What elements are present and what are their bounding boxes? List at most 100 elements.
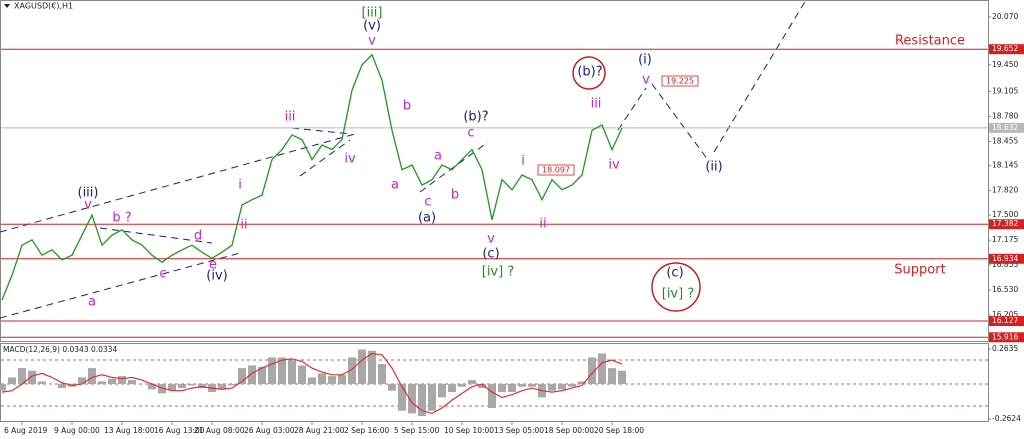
y-tick-label: 18.145: [992, 160, 1018, 169]
x-tick-label: 16 Aug 13:00: [154, 426, 205, 435]
macd-bar: [388, 384, 396, 391]
macd-bar: [58, 384, 66, 389]
macd-bar: [368, 350, 376, 385]
macd-bar: [568, 384, 576, 387]
macd-bar: [468, 380, 476, 385]
macd-bar: [348, 357, 356, 385]
wave-label: iv: [344, 152, 356, 167]
wave-label: [iv] ?: [662, 287, 694, 302]
macd-title: MACD(12,26,9) 0.0343 0.0334: [3, 345, 117, 354]
wave-label: c: [467, 126, 474, 141]
macd-bar: [458, 384, 466, 387]
y-tick-label: 16.205: [992, 310, 1018, 319]
macd-bar: [398, 384, 406, 411]
x-tick-label: 20 Sep 18:00: [594, 426, 644, 435]
menu-arrow: [4, 4, 10, 8]
price-tag-box: [537, 164, 575, 176]
level-label-box: [989, 253, 1024, 264]
y-tick-label: 18.455: [992, 137, 1018, 146]
macd-bar: [338, 374, 346, 385]
y-tick-label: 17.820: [992, 185, 1018, 194]
macd-bar: [358, 349, 366, 385]
wave-label: ii: [539, 217, 546, 232]
wave-label: (iv): [206, 269, 227, 284]
level-label: 16.934: [992, 254, 1018, 263]
macd-bar: [408, 384, 416, 414]
y-tick-label: 17.175: [992, 235, 1018, 244]
wave-label: iii: [285, 110, 296, 125]
signal-line: [1, 352, 623, 415]
macd-bar: [478, 384, 486, 389]
x-tick-label: 2 Sep 16:00: [344, 426, 390, 435]
macd-bar: [318, 373, 326, 385]
y-tick-label: 18.780: [992, 111, 1018, 120]
macd-bar: [488, 384, 496, 409]
wave-label: [iv] ?: [482, 265, 514, 280]
macd-bar: [558, 384, 566, 390]
wave-label: Resistance: [895, 34, 965, 49]
macd-bar: [18, 368, 26, 385]
wave-label: b ?: [112, 211, 131, 226]
wave-label: b: [403, 99, 411, 114]
wave-label: v: [368, 34, 376, 49]
wave-label: v: [84, 198, 92, 213]
wave-label: (b)?: [577, 65, 602, 80]
macd-bar: [78, 377, 86, 385]
y-tick-label: 0.2635: [992, 344, 1018, 353]
macd-bar: [108, 378, 116, 385]
wave-label: (c): [482, 247, 499, 262]
price-tag: 19.225: [666, 77, 694, 86]
y-tick-label: -0.2624: [992, 414, 1021, 423]
level-label-box: [989, 219, 1024, 230]
macd-bar: [578, 381, 586, 385]
macd-bar: [278, 357, 286, 385]
macd-bar: [218, 384, 226, 390]
macd-bar: [188, 384, 196, 386]
wave-label: a: [434, 149, 442, 164]
wave-label: ii: [240, 218, 247, 233]
macd-bar: [308, 377, 316, 385]
x-tick-label: 5 Sep 15:00: [394, 426, 440, 435]
level-label-box: [989, 316, 1024, 327]
price-line: [1, 53, 623, 301]
macd-bar: [88, 368, 96, 385]
macd-bar: [328, 376, 336, 385]
macd-bar: [518, 384, 526, 387]
wave-label: (i): [638, 53, 652, 68]
wave-label: Support: [894, 263, 945, 278]
level-label-box: [989, 44, 1024, 55]
macd-bar: [98, 381, 106, 385]
level-label: 17.382: [992, 219, 1018, 228]
x-tick-label: 13 Aug 18:00: [104, 426, 155, 435]
wave-label: (b)?: [463, 110, 488, 125]
macd-bar: [238, 368, 246, 385]
x-tick-label: 28 Aug 21:00: [294, 426, 345, 435]
price-frame: [0, 0, 989, 342]
x-tick-label: 6 Aug 2019: [4, 426, 47, 435]
price-tag: 18.097: [542, 166, 570, 175]
macd-bar: [508, 384, 516, 393]
macd-bar: [428, 384, 436, 411]
level-label-box: [989, 332, 1024, 343]
macd-bar: [28, 370, 36, 385]
wave-label: v: [487, 232, 495, 247]
macd-bar: [528, 384, 536, 387]
macd-bar: [128, 380, 136, 385]
y-tick-label: 19.450: [992, 60, 1018, 69]
x-tick-label: 18 Sep 00:00: [544, 426, 594, 435]
macd-bar: [298, 365, 306, 385]
level-label: 15.916: [992, 332, 1018, 341]
wave-label: c: [159, 267, 166, 282]
macd-bar: [228, 384, 236, 386]
x-tick-label: 21 Aug 08:00: [194, 426, 245, 435]
wave-label: [iii]: [362, 6, 383, 21]
macd-bar: [178, 384, 186, 389]
macd-bar: [448, 384, 456, 393]
level-label: 16.127: [992, 316, 1018, 325]
macd-bar: [548, 384, 556, 391]
wave-label: v: [642, 73, 650, 88]
level-label: 19.652: [992, 44, 1018, 53]
x-tick-label: 26 Aug 03:00: [244, 426, 295, 435]
